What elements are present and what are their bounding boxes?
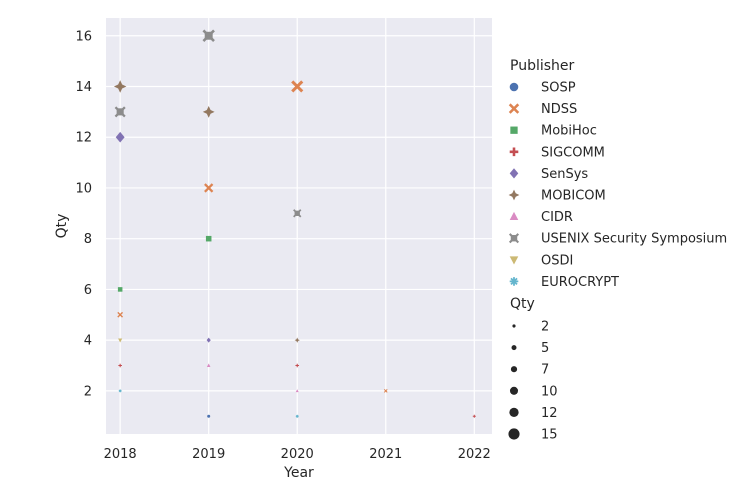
x-tick-label: 2021	[369, 447, 402, 462]
data-point	[114, 106, 126, 118]
legend-item: CIDR	[509, 210, 573, 225]
legend-marker	[509, 82, 519, 92]
x-axis-ticks: 2018 2019 2020 2021 2022	[104, 447, 491, 462]
data-point	[295, 363, 300, 368]
size-legend-item: 2	[512, 320, 549, 335]
hue-legend-title: Publisher	[510, 58, 575, 74]
legend-marker	[509, 168, 519, 179]
legend-label: CIDR	[541, 210, 573, 225]
legend-marker	[508, 233, 520, 244]
x-axis-title: Year	[283, 465, 314, 481]
y-tick-label: 8	[84, 232, 92, 247]
size-legend-label: 5	[541, 341, 549, 356]
legend-label: OSDI	[541, 253, 573, 268]
size-legend-item: 5	[511, 341, 549, 356]
data-point	[117, 287, 123, 292]
data-point	[118, 338, 123, 343]
legend-marker	[509, 147, 519, 157]
size-legend-item: 7	[510, 363, 549, 378]
legend-label: MobiHoc	[541, 124, 597, 139]
legend-item: MobiHoc	[510, 124, 597, 139]
x-tick-label: 2020	[281, 447, 314, 462]
data-points	[113, 29, 476, 418]
y-tick-label: 16	[75, 29, 92, 44]
data-point	[118, 363, 122, 368]
data-point	[117, 311, 124, 318]
plot-background	[106, 18, 492, 434]
legend-marker	[508, 189, 520, 201]
size-legend: 2 5 7 10 12 15	[508, 320, 558, 443]
y-tick-label: 4	[84, 334, 92, 349]
data-point	[293, 209, 302, 218]
y-tick-label: 12	[75, 131, 92, 146]
x-tick-label: 2018	[104, 447, 137, 462]
data-point	[202, 29, 215, 42]
size-legend-label: 7	[541, 363, 549, 378]
legend-label: NDSS	[541, 102, 577, 117]
legend-item: OSDI	[509, 253, 573, 268]
size-legend-item: 15	[508, 428, 558, 443]
legend-label: SOSP	[541, 81, 576, 96]
legend-item: MOBICOM	[508, 189, 606, 204]
data-point	[294, 337, 300, 343]
data-point	[295, 414, 299, 418]
legend-marker	[509, 256, 519, 265]
data-point	[207, 414, 211, 418]
size-legend-label: 15	[541, 428, 558, 443]
legend-item: EUROCRYPT	[509, 275, 619, 290]
data-point	[205, 235, 212, 242]
data-point	[204, 183, 214, 193]
legend-label: SIGCOMM	[541, 145, 605, 160]
legend-item: SOSP	[509, 81, 576, 96]
legend-label: MOBICOM	[541, 189, 606, 204]
legend-item: SIGCOMM	[509, 145, 605, 160]
data-point	[113, 80, 127, 93]
legend-marker	[510, 126, 518, 134]
legend-label: EUROCRYPT	[541, 275, 619, 290]
size-legend-marker	[512, 324, 516, 328]
x-tick-label: 2019	[192, 447, 225, 462]
y-tick-label: 10	[75, 181, 92, 196]
x-tick-label: 2022	[458, 447, 491, 462]
size-legend-marker	[510, 366, 518, 373]
hue-legend: SOSP NDSS MobiHoc SIGCOMM SenSys MOBICOM CIDR U…	[508, 81, 727, 290]
size-legend-marker	[509, 386, 519, 395]
size-legend-item: 10	[509, 384, 558, 399]
data-point	[202, 105, 215, 118]
y-tick-label: 2	[84, 384, 92, 399]
size-legend-label: 12	[541, 406, 558, 421]
y-tick-label: 6	[84, 283, 92, 298]
data-point	[115, 131, 125, 143]
data-point	[295, 389, 299, 393]
y-axis-ticks: 2 4 6 8 10 12 14 16	[75, 29, 92, 399]
legend-marker	[509, 211, 519, 221]
legend-marker	[508, 103, 520, 114]
size-legend-title: Qty	[510, 296, 535, 312]
data-point	[472, 414, 476, 418]
legend-marker	[509, 277, 519, 286]
legend-label: SenSys	[541, 167, 588, 182]
size-legend-label: 2	[541, 320, 549, 335]
data-point	[383, 389, 388, 393]
legend-item: USENIX Security Symposium	[508, 232, 727, 247]
size-legend-marker	[509, 407, 519, 418]
legend-item: NDSS	[508, 102, 577, 117]
data-point	[291, 80, 304, 93]
size-legend-marker	[508, 428, 520, 440]
data-point	[206, 363, 211, 367]
data-point	[118, 389, 122, 393]
y-tick-label: 14	[75, 80, 92, 95]
data-point	[206, 337, 211, 343]
size-legend-marker	[511, 345, 517, 351]
legend-label: USENIX Security Symposium	[541, 232, 727, 247]
size-legend-item: 12	[509, 406, 558, 421]
legend-item: SenSys	[509, 167, 588, 182]
y-axis-title: Qty	[54, 214, 70, 239]
size-legend-label: 10	[541, 384, 558, 399]
